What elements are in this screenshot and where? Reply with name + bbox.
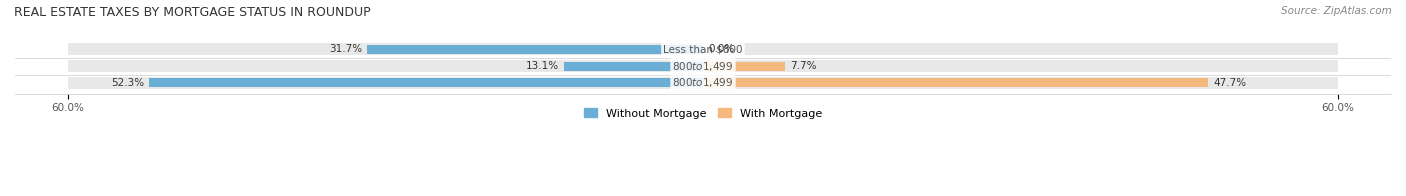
Bar <box>367 45 703 54</box>
Bar <box>703 60 1339 72</box>
Text: $800 to $1,499: $800 to $1,499 <box>672 60 734 73</box>
Text: 7.7%: 7.7% <box>790 61 817 71</box>
Text: 31.7%: 31.7% <box>329 44 363 54</box>
Text: 52.3%: 52.3% <box>111 78 145 88</box>
Bar <box>703 62 785 71</box>
Bar <box>564 62 703 71</box>
Legend: Without Mortgage, With Mortgage: Without Mortgage, With Mortgage <box>583 108 823 119</box>
Bar <box>67 43 703 55</box>
Text: Source: ZipAtlas.com: Source: ZipAtlas.com <box>1281 6 1392 16</box>
Bar <box>703 78 1208 87</box>
Bar <box>67 60 703 72</box>
Text: REAL ESTATE TAXES BY MORTGAGE STATUS IN ROUNDUP: REAL ESTATE TAXES BY MORTGAGE STATUS IN … <box>14 6 371 19</box>
Bar <box>67 77 703 89</box>
Bar <box>703 77 1339 89</box>
Text: Less than $800: Less than $800 <box>664 44 742 54</box>
Bar <box>149 78 703 87</box>
Text: 13.1%: 13.1% <box>526 61 560 71</box>
Text: 0.0%: 0.0% <box>709 44 734 54</box>
Text: 47.7%: 47.7% <box>1213 78 1246 88</box>
Bar <box>703 43 1339 55</box>
Text: $800 to $1,499: $800 to $1,499 <box>672 76 734 89</box>
